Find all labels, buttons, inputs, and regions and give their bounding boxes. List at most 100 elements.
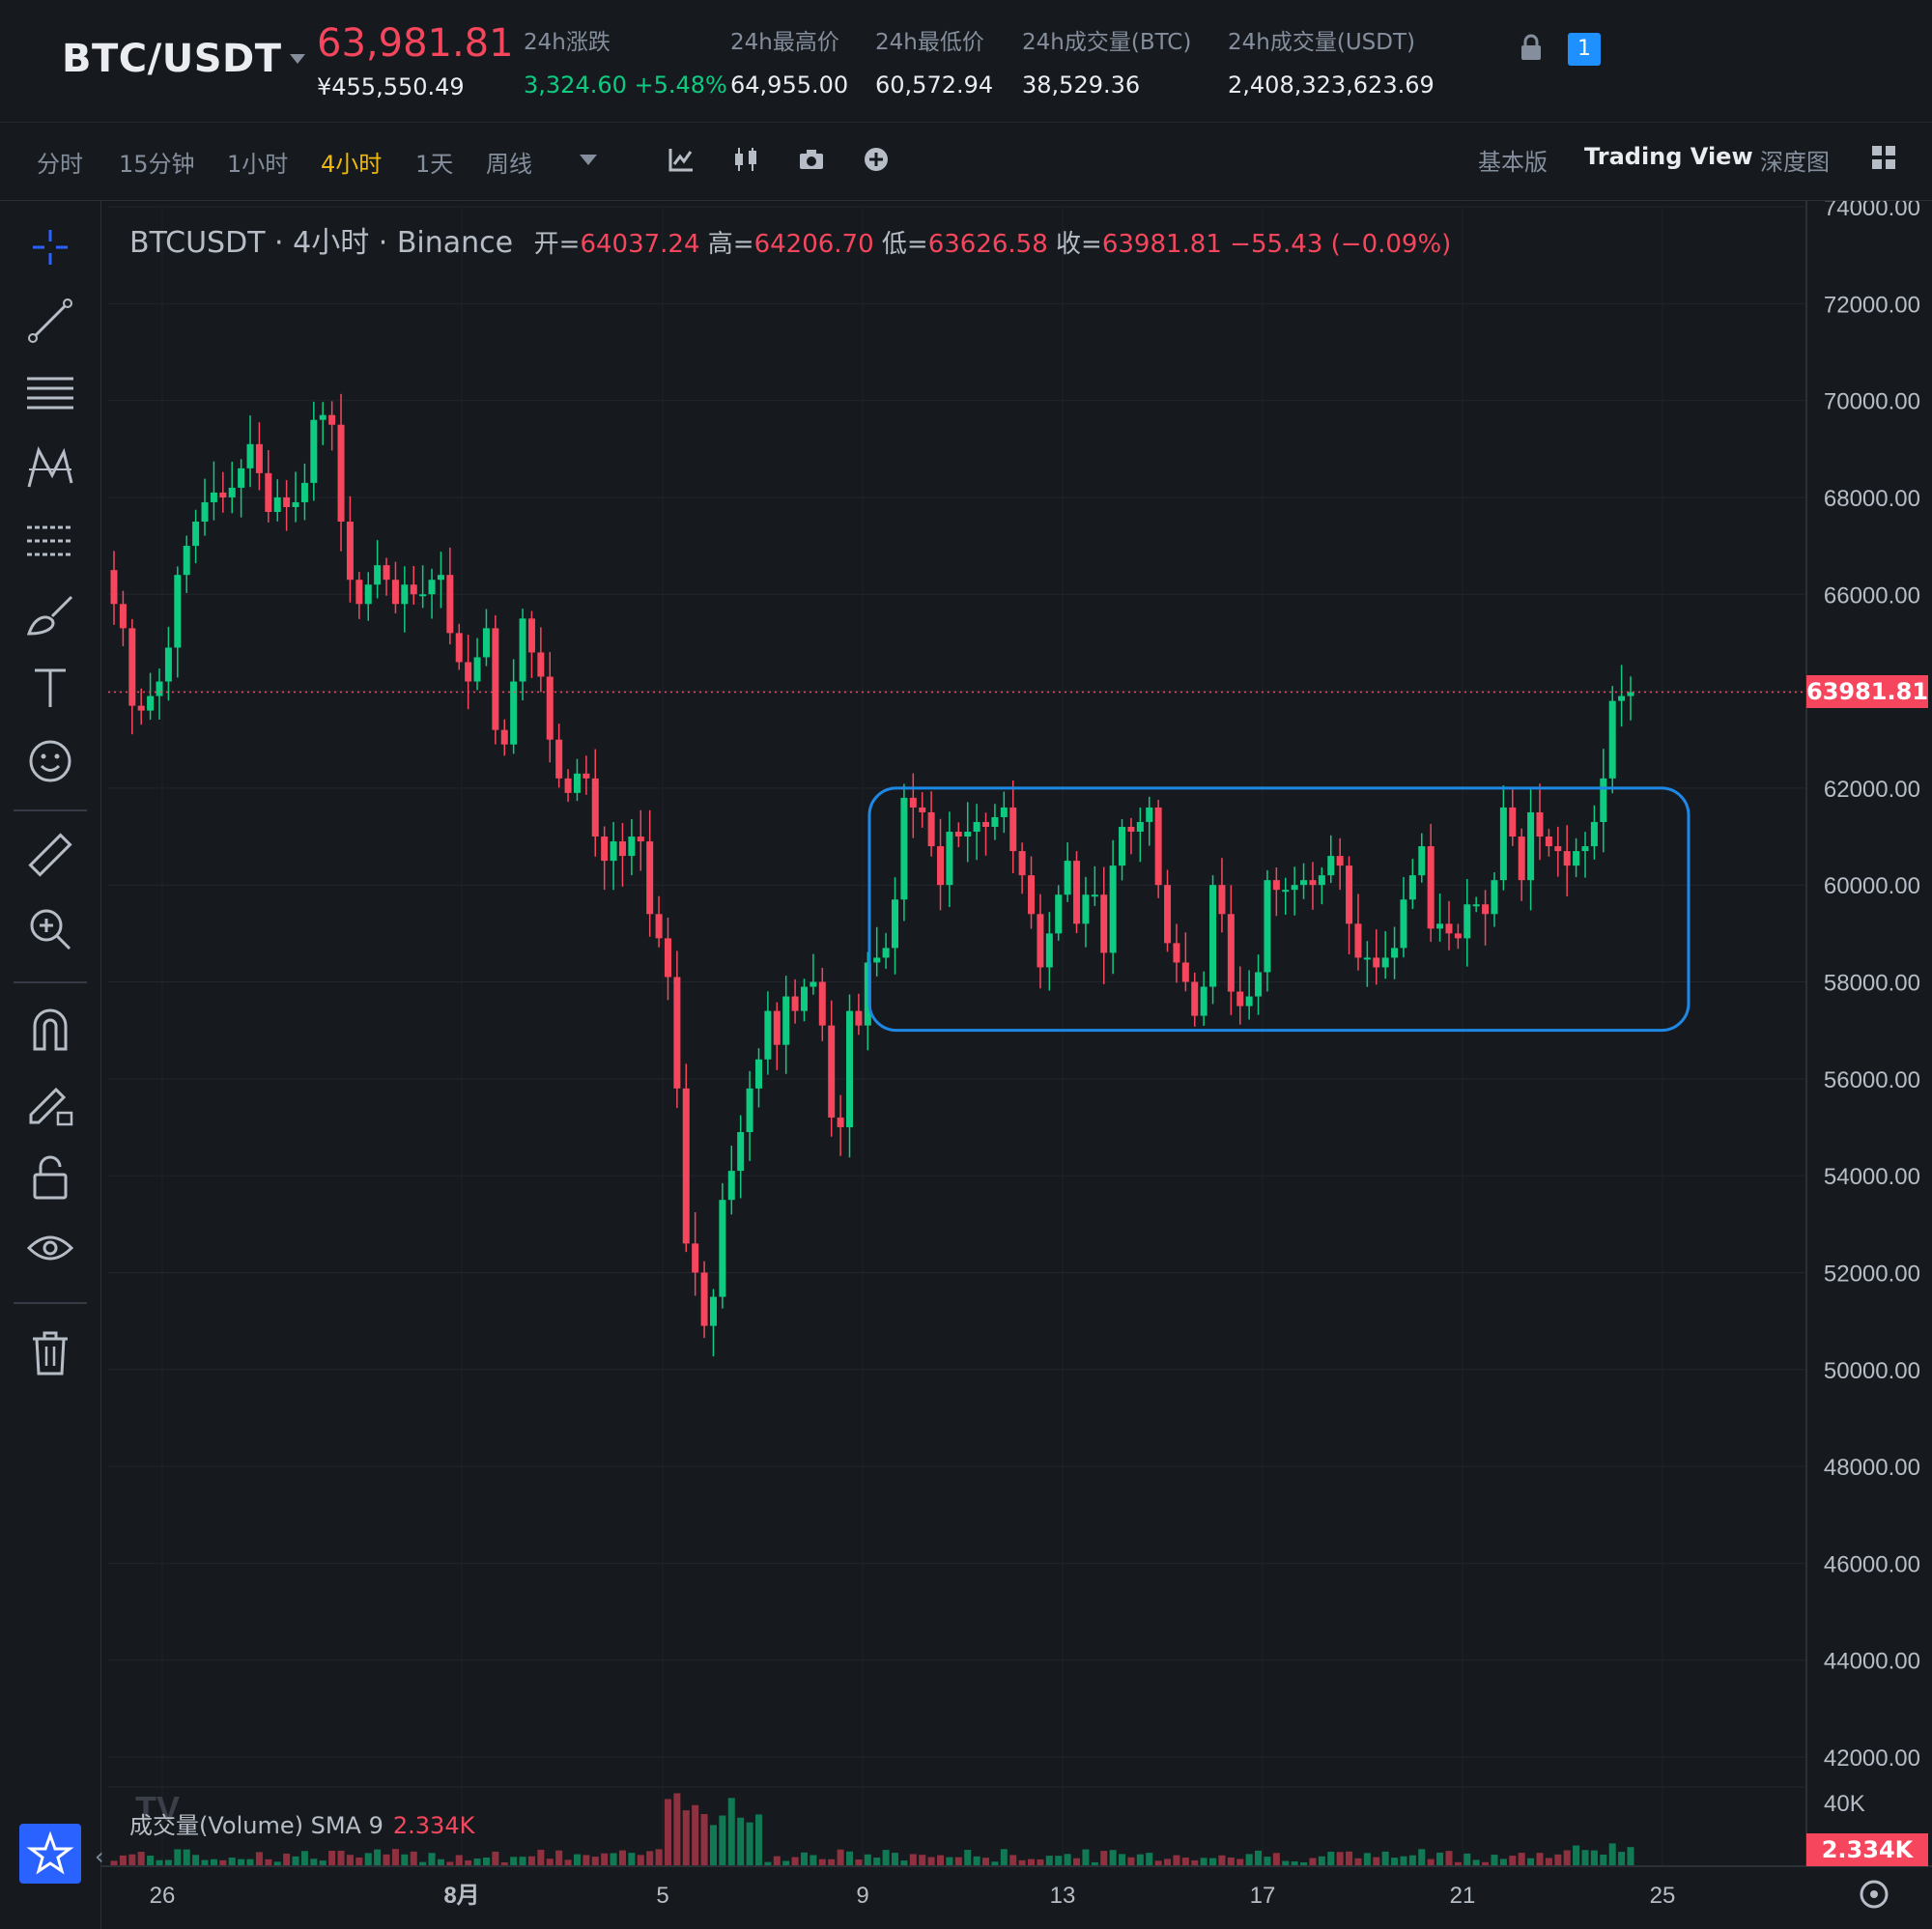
candle-body bbox=[1391, 948, 1399, 958]
grid-layout-icon[interactable] bbox=[1869, 143, 1898, 172]
candle-body bbox=[919, 807, 926, 812]
volume-bar bbox=[610, 1853, 617, 1866]
brush-icon[interactable] bbox=[23, 587, 77, 641]
zoom-in-icon[interactable] bbox=[23, 902, 77, 956]
eye-icon[interactable] bbox=[23, 1223, 77, 1277]
y-tick-label: 68000.00 bbox=[1824, 486, 1920, 512]
candle-style-icon[interactable] bbox=[731, 145, 760, 174]
candle-body bbox=[1037, 914, 1044, 968]
volume-bar bbox=[810, 1855, 817, 1866]
candle-body bbox=[1491, 880, 1498, 915]
y-tick-label: 52000.00 bbox=[1824, 1261, 1920, 1287]
trash-icon[interactable] bbox=[23, 1325, 77, 1379]
candle-body bbox=[156, 681, 163, 696]
pair-title[interactable]: BTC/USDT bbox=[62, 37, 282, 81]
tab-depth[interactable]: 深度图 bbox=[1760, 149, 1830, 176]
volume-bar bbox=[310, 1858, 318, 1866]
fib-icon[interactable] bbox=[23, 514, 77, 568]
candle-body bbox=[1581, 846, 1589, 852]
candle-body bbox=[255, 443, 263, 473]
candle-body bbox=[1408, 875, 1416, 900]
favorite-button[interactable] bbox=[19, 1824, 81, 1884]
candle-body bbox=[492, 628, 499, 730]
interval-15m[interactable]: 15分钟 bbox=[119, 151, 195, 178]
candle-body bbox=[401, 584, 409, 605]
volume-bar bbox=[473, 1858, 481, 1866]
candle-body bbox=[1318, 875, 1325, 886]
lock-icon[interactable] bbox=[1519, 33, 1544, 62]
candle-body bbox=[1608, 700, 1616, 779]
volume-bar bbox=[1164, 1858, 1172, 1866]
volume-bar bbox=[1236, 1858, 1244, 1866]
candle-body bbox=[537, 652, 545, 677]
ruler-icon[interactable] bbox=[23, 829, 77, 883]
interval-1d[interactable]: 1天 bbox=[415, 151, 454, 178]
indicator-icon[interactable] bbox=[667, 145, 696, 174]
volume-bar bbox=[919, 1855, 926, 1866]
candle-body bbox=[1291, 885, 1298, 891]
candle-body bbox=[1064, 861, 1071, 895]
volume-bar bbox=[255, 1852, 263, 1866]
layout-badge[interactable]: 1 bbox=[1568, 33, 1601, 66]
volume-bar bbox=[1463, 1853, 1471, 1866]
volume-bar bbox=[573, 1854, 581, 1866]
candle-body bbox=[909, 797, 917, 808]
magnet-icon[interactable] bbox=[23, 1003, 77, 1057]
trend-line-icon[interactable] bbox=[23, 294, 77, 348]
tab-basic[interactable]: 基本版 bbox=[1478, 149, 1548, 176]
volume-bar bbox=[719, 1815, 726, 1866]
y-tick-label: 66000.00 bbox=[1824, 582, 1920, 609]
price-chart[interactable]: 74000.00 72000.00 70000.00 68000.00 66000.00… bbox=[0, 201, 1932, 1929]
emoji-icon[interactable] bbox=[23, 734, 77, 788]
candle-body bbox=[292, 501, 299, 507]
candle-body bbox=[1045, 933, 1053, 968]
ticker-header: BTC/USDT 63,981.81 ¥455,550.49 24h涨跌 3,3… bbox=[0, 0, 1932, 123]
text-icon[interactable] bbox=[23, 661, 77, 715]
candle-body bbox=[810, 981, 817, 987]
volume-bar bbox=[900, 1860, 908, 1866]
lock-draw-icon[interactable] bbox=[23, 1076, 77, 1130]
candle-body bbox=[591, 778, 599, 837]
stat-label: 24h涨跌 bbox=[524, 30, 611, 55]
horizontal-lines-icon[interactable] bbox=[23, 367, 77, 421]
add-icon[interactable] bbox=[862, 145, 891, 174]
volume-bar bbox=[374, 1849, 382, 1866]
chevron-down-icon[interactable] bbox=[290, 54, 305, 64]
candle-body bbox=[1445, 923, 1453, 934]
volume-bar bbox=[1545, 1858, 1552, 1866]
interval-4h[interactable]: 4小时 bbox=[321, 151, 383, 178]
chevron-down-icon[interactable] bbox=[580, 155, 597, 165]
volume-bar bbox=[328, 1850, 336, 1866]
volume-bar bbox=[909, 1854, 917, 1866]
candle-body bbox=[546, 676, 554, 740]
pattern-icon[interactable] bbox=[23, 440, 77, 495]
volume-bar bbox=[864, 1854, 871, 1866]
candle-body bbox=[374, 565, 382, 585]
volume-bar bbox=[183, 1849, 190, 1866]
y-tick-label: 74000.00 bbox=[1824, 201, 1920, 221]
volume-bar bbox=[1037, 1858, 1044, 1866]
volume-bar bbox=[882, 1850, 890, 1866]
stat-24h-high: 24h最高价 64,955.00 bbox=[730, 23, 848, 99]
crosshair-icon[interactable] bbox=[23, 220, 77, 274]
camera-icon[interactable] bbox=[797, 145, 826, 174]
candle-body bbox=[1436, 923, 1444, 929]
candle-body bbox=[1000, 807, 1008, 817]
candle-body bbox=[164, 647, 172, 682]
candle-body bbox=[700, 1272, 708, 1326]
volume-bar bbox=[119, 1855, 127, 1866]
candle-body bbox=[419, 594, 427, 597]
candle-body bbox=[1154, 807, 1162, 886]
interval-time[interactable]: 分时 bbox=[37, 151, 83, 178]
interval-1h[interactable]: 1小时 bbox=[227, 151, 289, 178]
candle-body bbox=[183, 546, 190, 576]
unlock-icon[interactable] bbox=[23, 1149, 77, 1204]
volume-bar bbox=[246, 1858, 254, 1866]
interval-1w[interactable]: 周线 bbox=[486, 151, 532, 178]
candle-body bbox=[746, 1088, 753, 1132]
volume-bar bbox=[954, 1857, 962, 1866]
x-tick-label: 9 bbox=[856, 1883, 868, 1909]
volume-bar bbox=[228, 1858, 236, 1866]
tab-trading-view[interactable]: Trading View bbox=[1584, 143, 1753, 170]
volume-bar bbox=[673, 1793, 681, 1866]
